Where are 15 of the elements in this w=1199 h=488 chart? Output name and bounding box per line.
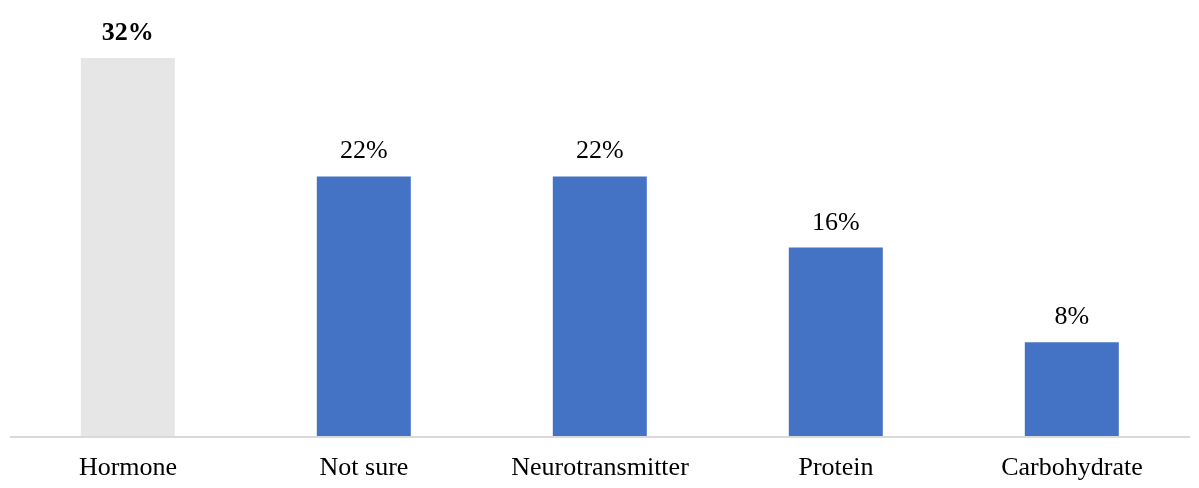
data-label: 22% <box>575 135 624 165</box>
bar <box>316 176 411 437</box>
bar <box>1024 342 1119 437</box>
bar <box>788 247 883 437</box>
data-label: 32% <box>101 17 154 46</box>
x-tick-label: Not sure <box>319 452 409 482</box>
bar <box>80 58 175 437</box>
x-tick-label: Protein <box>798 452 874 482</box>
data-label: 8% <box>1054 301 1090 331</box>
data-label: 16% <box>811 206 860 236</box>
data-label: 22% <box>339 135 388 165</box>
bar <box>552 176 647 437</box>
x-tick-label: Hormone <box>78 452 178 482</box>
x-tick-label: Carbohydrate <box>1001 452 1143 482</box>
x-tick-label: Neurotransmitter <box>511 452 690 482</box>
